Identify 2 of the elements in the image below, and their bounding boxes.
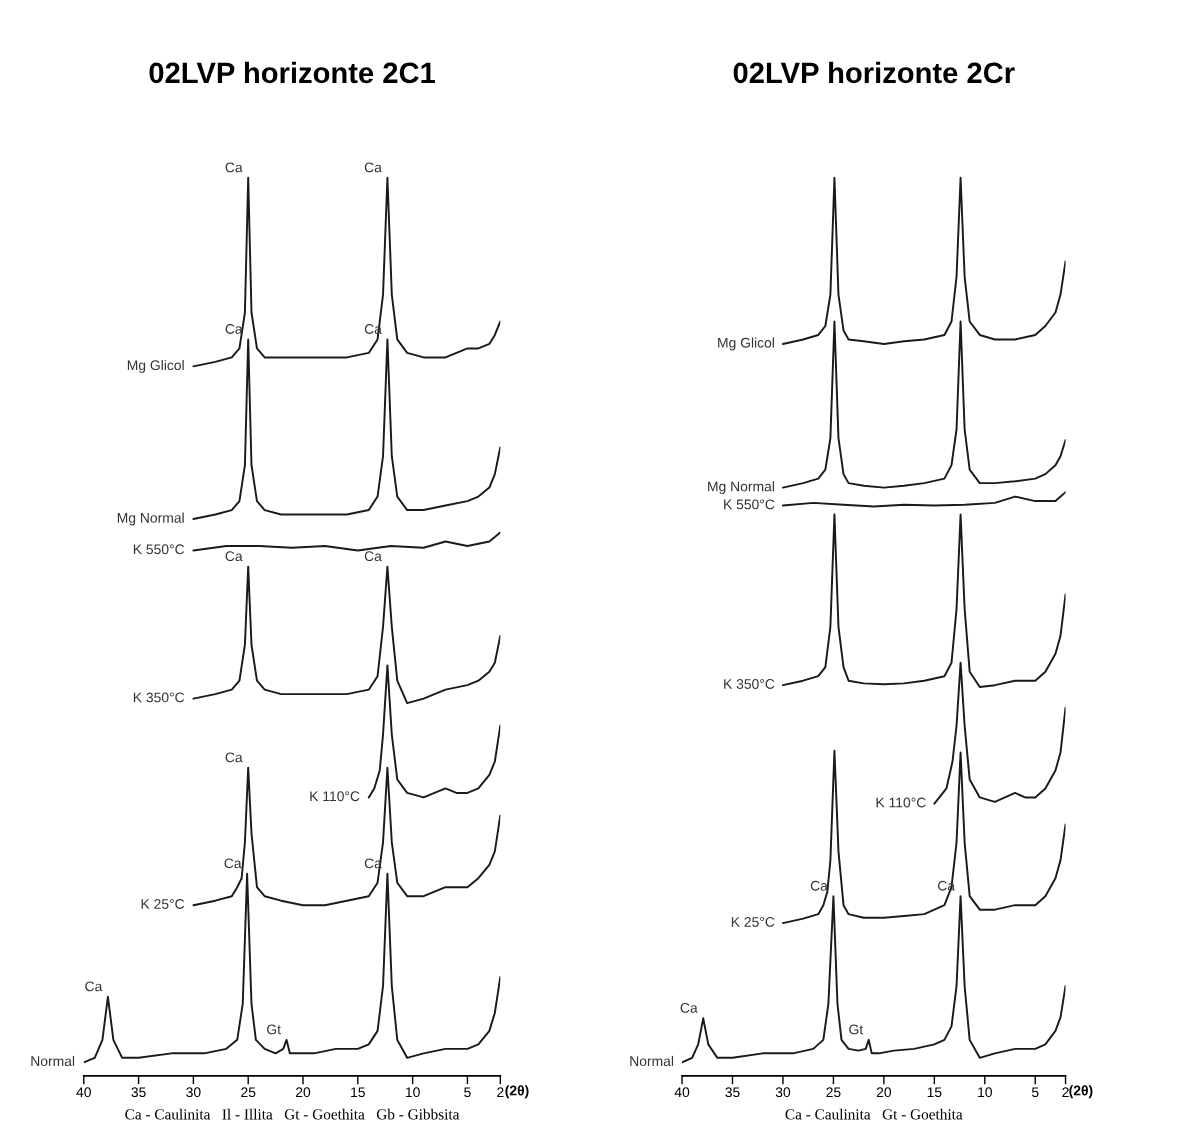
chart-title: 02LVP horizonte 2Cr: [733, 61, 1015, 84]
chart-title: 02LVP horizonte 2C1: [149, 61, 435, 84]
